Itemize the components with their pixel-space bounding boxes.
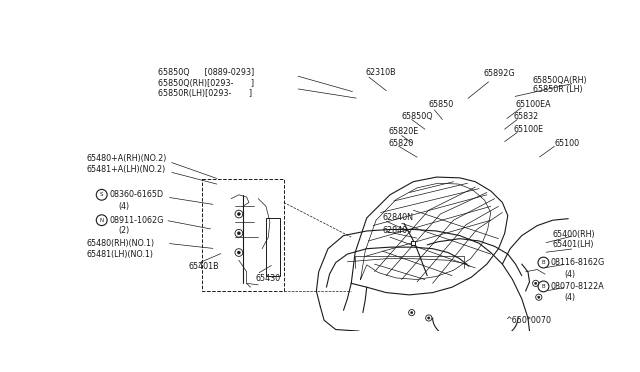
Text: 65850QA(RH): 65850QA(RH) — [532, 76, 588, 84]
Text: 65850R(LH)[0293-       ]: 65850R(LH)[0293- ] — [157, 89, 252, 99]
Bar — [202, 179, 284, 291]
Text: B: B — [541, 284, 545, 289]
Text: 65850Q(RH)[0293-       ]: 65850Q(RH)[0293- ] — [157, 78, 253, 88]
Text: (4): (4) — [564, 294, 575, 302]
Text: 65850Q: 65850Q — [402, 112, 433, 121]
Text: 65820: 65820 — [388, 139, 413, 148]
Circle shape — [538, 296, 540, 298]
Text: 65481(LH)(NO.1): 65481(LH)(NO.1) — [86, 250, 153, 259]
Circle shape — [410, 311, 413, 314]
Text: (2): (2) — [119, 227, 130, 235]
Text: (4): (4) — [119, 202, 130, 211]
Circle shape — [237, 212, 241, 216]
Text: (4): (4) — [564, 270, 575, 279]
Text: 08070-8122A: 08070-8122A — [550, 282, 604, 291]
Text: 62840: 62840 — [382, 227, 408, 235]
Text: 65480(RH)(NO.1): 65480(RH)(NO.1) — [86, 239, 154, 248]
Text: 08911-1062G: 08911-1062G — [109, 216, 164, 225]
Text: 65892G: 65892G — [483, 70, 515, 78]
Text: 65850Q      [0889-0293]: 65850Q [0889-0293] — [157, 68, 253, 77]
Text: 65832: 65832 — [514, 112, 540, 121]
Text: 08360-6165D: 08360-6165D — [109, 190, 164, 199]
Circle shape — [534, 282, 537, 285]
Text: 62310B: 62310B — [365, 68, 396, 77]
Bar — [266, 218, 280, 276]
Text: S: S — [100, 192, 104, 197]
Text: 65100E: 65100E — [514, 125, 544, 134]
Text: 65430: 65430 — [255, 274, 280, 283]
Text: 65480+A(RH)(NO.2): 65480+A(RH)(NO.2) — [86, 154, 166, 163]
Circle shape — [237, 232, 241, 235]
Text: 08116-8162G: 08116-8162G — [550, 258, 605, 267]
Text: 62840N: 62840N — [382, 213, 413, 222]
Text: 65100EA: 65100EA — [516, 100, 551, 109]
Text: ^650*0070: ^650*0070 — [505, 316, 550, 325]
Text: 65850: 65850 — [429, 100, 454, 109]
Text: B: B — [541, 260, 545, 265]
Text: 65100: 65100 — [554, 139, 579, 148]
Text: N: N — [100, 218, 104, 223]
Text: 65820E: 65820E — [388, 127, 419, 136]
Text: 65481+A(LH)(NO.2): 65481+A(LH)(NO.2) — [86, 165, 166, 174]
Text: 65401(LH): 65401(LH) — [553, 240, 595, 249]
Text: 65850R (LH): 65850R (LH) — [532, 85, 582, 94]
Text: 65401B: 65401B — [189, 262, 219, 271]
Text: 65400(RH): 65400(RH) — [553, 230, 595, 238]
Circle shape — [428, 317, 430, 319]
Circle shape — [237, 251, 241, 254]
